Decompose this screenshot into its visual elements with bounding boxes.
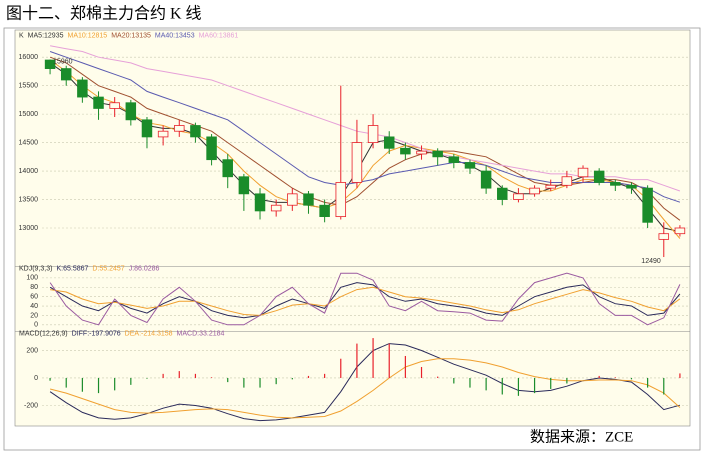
legend-entry: MACD:33.2184 (177, 330, 225, 337)
legend-entry: MA40:13453 (155, 32, 195, 39)
candle-body (529, 187, 540, 195)
candle-body (480, 170, 492, 189)
candle-body (610, 182, 621, 186)
series-line (49, 343, 681, 422)
candle-body (383, 136, 395, 149)
candle-body (206, 136, 217, 161)
legend-entry: MA60:13861 (199, 32, 239, 39)
candle-body (287, 193, 298, 206)
candle-body (44, 59, 56, 69)
candle-body (93, 96, 104, 109)
candle-body (319, 204, 330, 218)
candle-body (513, 193, 524, 200)
y-tick-label: 16000 (19, 54, 39, 61)
candle-body (125, 102, 137, 121)
candle-body (400, 147, 411, 155)
min-label: 12490 (641, 258, 661, 265)
title: 图十二、郑棉主力合约 K 线 (6, 5, 202, 23)
candle-body (658, 233, 670, 240)
y-tick-label: 200 (26, 347, 38, 354)
candle-body (464, 162, 476, 169)
panel-label: MACD(12,26,9) (19, 330, 68, 337)
legend-entry: MA20:13135 (111, 32, 151, 39)
y-tick-label: 0 (34, 322, 38, 329)
candle-body (109, 102, 120, 109)
source: 数据来源：ZCE (530, 428, 633, 445)
series-line (49, 62, 681, 233)
y-tick-label: 14000 (19, 168, 39, 175)
candle-body (254, 193, 266, 212)
legend-entry: DIFF:-197.9076 (72, 330, 121, 337)
series-line (49, 51, 681, 203)
candle-body (448, 156, 460, 163)
y-tick-label: 100 (26, 275, 38, 282)
candle-body (577, 167, 589, 178)
legend-entry: K:65.5867 (56, 265, 88, 272)
candle-body (432, 150, 443, 158)
y-tick-label: 15500 (19, 83, 39, 90)
panel-label: KDJ(9,3,3) (19, 265, 52, 272)
y-tick-label: 14500 (19, 139, 39, 146)
legend-entry: J:86.0286 (129, 265, 160, 272)
y-tick-label: 80 (30, 284, 38, 291)
series-line (49, 282, 681, 319)
candle-body (335, 182, 347, 218)
legend-entry: MA5:12935 (28, 32, 64, 39)
legend-entry: D:55.2457 (92, 265, 124, 272)
candle-body (238, 176, 250, 195)
legend-entry: MA10:12815 (67, 32, 107, 39)
series-line (49, 358, 681, 419)
candle-body (174, 125, 185, 132)
candle-body (561, 176, 573, 186)
y-tick-label: 0 (34, 375, 38, 382)
candle-body (190, 125, 201, 138)
candle-body (642, 187, 653, 223)
y-tick-label: 40 (30, 303, 38, 310)
candle-body (416, 150, 427, 155)
y-tick-label: 20 (30, 312, 38, 319)
candle-body (497, 187, 508, 200)
candle-body (60, 68, 72, 81)
candle-body (351, 142, 363, 183)
series-line (50, 45, 681, 192)
candle-body (270, 204, 282, 212)
series-line (49, 272, 681, 326)
series-line (50, 286, 681, 316)
candle-body (626, 184, 637, 189)
legend-entry: DEA:-214.3158 (125, 330, 173, 337)
candle-body (141, 119, 153, 138)
y-tick-label: 60 (30, 293, 38, 300)
max-label: 15960 (53, 58, 73, 65)
candle-body (303, 193, 314, 206)
panel-label: K (19, 32, 24, 39)
y-tick-label: 13500 (19, 196, 39, 203)
candle-body (367, 125, 379, 143)
series-line (49, 56, 681, 221)
y-tick-label: 13000 (19, 225, 39, 232)
candle-body (674, 227, 686, 235)
candle-body (77, 79, 88, 98)
candle-body (593, 170, 605, 183)
candle-body (157, 130, 169, 138)
candle-body (222, 159, 233, 178)
y-tick-label: -200 (24, 402, 38, 409)
plot-frame (14, 29, 691, 427)
candle-body (545, 184, 556, 189)
y-tick-label: 15000 (19, 111, 39, 118)
